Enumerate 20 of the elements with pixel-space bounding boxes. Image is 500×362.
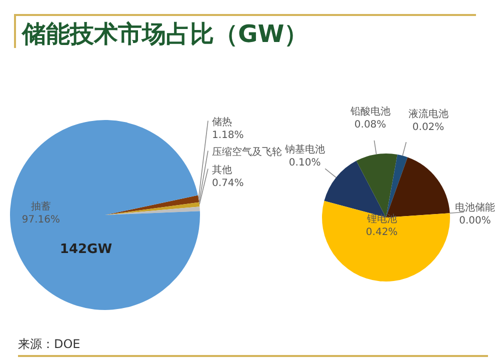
source-note: 来源：DOE bbox=[18, 337, 80, 351]
slice-label: 抽蓄 bbox=[30, 200, 51, 212]
data-label: 1.18% bbox=[212, 130, 244, 141]
slice-label: 储热 bbox=[212, 116, 232, 128]
category-label: 电池储能 bbox=[455, 202, 495, 214]
slice-label: 其他 bbox=[212, 164, 232, 176]
data-label: 0.42% bbox=[366, 227, 398, 238]
data-label: 0.74% bbox=[212, 178, 244, 189]
chart-title: 储能技术市场占比（GW） bbox=[22, 19, 308, 50]
text: 0.00% bbox=[459, 215, 491, 226]
data-label: 97.16% bbox=[22, 214, 60, 226]
slice-label: 液流电池 bbox=[408, 108, 448, 120]
data-label: 0.08% bbox=[354, 120, 386, 131]
slice-label: 钠基电池 bbox=[284, 143, 325, 156]
data-label: 0.02% bbox=[412, 122, 444, 134]
slice-label: 锂电池 bbox=[366, 213, 397, 226]
data-label: 0.10% bbox=[288, 157, 321, 168]
category-label: 压缩空气及飞轮 bbox=[212, 146, 282, 158]
text: 142GW bbox=[60, 242, 112, 257]
slice-label: 铅酸电池 bbox=[349, 106, 390, 118]
